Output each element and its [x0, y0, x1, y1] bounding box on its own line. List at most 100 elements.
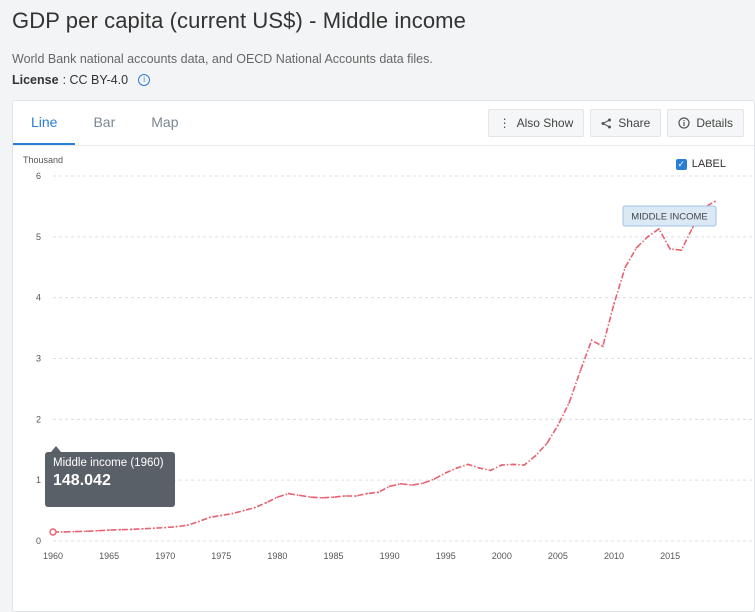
- data-point: [467, 463, 470, 466]
- series-label-box: [622, 205, 717, 227]
- data-point: [399, 482, 402, 485]
- data-point: [175, 525, 178, 528]
- share-button[interactable]: Share: [590, 109, 662, 137]
- data-point: [164, 526, 167, 529]
- license-value: : CC BY-4.0: [62, 73, 129, 87]
- series-line-middle-income: [52, 200, 716, 533]
- data-point: [714, 200, 716, 203]
- data-point: [74, 530, 77, 533]
- tab-line[interactable]: Line: [13, 101, 76, 145]
- data-point: [310, 496, 312, 499]
- tabs-divider: [13, 145, 754, 146]
- data-point: [321, 496, 324, 499]
- data-point: [63, 530, 66, 533]
- label-toggle[interactable]: ✓ LABEL: [675, 158, 726, 170]
- share-label: Share: [618, 116, 651, 130]
- data-point: [343, 495, 346, 497]
- data-point: [242, 509, 245, 512]
- also-show-button[interactable]: ⋮ Also Show: [487, 109, 585, 137]
- label-toggle-text: LABEL: [691, 158, 726, 170]
- data-point: [287, 492, 290, 495]
- view-tabs: Line Bar Map: [13, 101, 197, 145]
- y-axis-unit-label: Thousand: [23, 155, 63, 165]
- data-point: [422, 482, 425, 485]
- data-point: [96, 529, 99, 532]
- also-show-label: Also Show: [516, 116, 574, 130]
- tooltip-value: 148.042: [53, 472, 111, 489]
- x-tick-label: 1960: [43, 551, 63, 561]
- tooltip-series: Middle income (1960): [53, 457, 164, 469]
- data-point: [680, 249, 683, 252]
- data-point: [590, 339, 593, 342]
- x-tick-label: 2015: [660, 551, 680, 561]
- data-point: [624, 266, 627, 269]
- x-tick-label: 1985: [323, 551, 343, 561]
- y-tick-label: 2: [36, 414, 41, 424]
- data-point: [411, 484, 413, 486]
- info-icon[interactable]: i: [138, 74, 151, 86]
- line-chart: Thousand 0 1 2 3 4 5 6 1960 1965 1970 1975 1980 1985 1…: [23, 155, 754, 561]
- data-point: [377, 491, 380, 494]
- details-button[interactable]: Details: [667, 109, 744, 137]
- data-point: [231, 512, 234, 515]
- checkbox-checked-icon[interactable]: ✓: [675, 158, 687, 170]
- x-tick-label: 1970: [155, 551, 175, 561]
- data-point: [444, 471, 447, 474]
- data-point: [130, 528, 133, 531]
- x-tick-label: 1965: [99, 551, 119, 561]
- data-point: [478, 467, 481, 469]
- data-point: [276, 496, 279, 499]
- x-tick-label: 1980: [267, 551, 287, 561]
- license-line: License : CC BY-4.0 i: [12, 73, 151, 87]
- chart-panel: Line Bar Map ⋮ Also Show Share Details ✓…: [12, 100, 755, 612]
- data-point: [254, 506, 256, 509]
- data-point: [197, 520, 200, 523]
- data-point: [534, 454, 537, 457]
- data-point: [635, 246, 638, 249]
- y-tick-label: 1: [36, 475, 41, 485]
- y-tick-label: 3: [36, 354, 41, 364]
- x-tick-label: 1995: [436, 551, 456, 561]
- data-point: [186, 524, 189, 527]
- x-tick-label: 2010: [604, 551, 624, 561]
- tab-map[interactable]: Map: [151, 114, 179, 130]
- x-tick-label: 1975: [211, 551, 231, 561]
- vertical-dots-icon: ⋮: [498, 116, 511, 130]
- tab-bar[interactable]: Bar: [93, 114, 116, 130]
- data-point: [601, 345, 604, 348]
- data-point: [669, 248, 672, 250]
- data-point: [545, 442, 548, 445]
- data-point: [388, 485, 391, 488]
- y-tick-label: 6: [36, 171, 41, 181]
- data-point: [153, 527, 155, 530]
- data-point: [579, 369, 582, 372]
- highlighted-point: [49, 528, 57, 536]
- data-point: [646, 235, 649, 238]
- data-point: [265, 501, 268, 504]
- series-label-text: MIDDLE INCOME: [631, 212, 708, 223]
- data-point: [500, 464, 503, 466]
- page-title: GDP per capita (current US$) - Middle in…: [12, 8, 466, 33]
- data-point: [657, 228, 660, 230]
- data-point: [332, 496, 335, 499]
- data-point: [355, 495, 357, 497]
- chart-actions: ⋮ Also Show Share Details: [487, 109, 744, 137]
- share-icon: [601, 118, 612, 128]
- y-tick-label: 5: [36, 232, 41, 242]
- data-point: [85, 530, 88, 533]
- source-note: World Bank national accounts data, and O…: [12, 52, 433, 66]
- data-point: [298, 494, 301, 497]
- data-point: [220, 514, 223, 517]
- data-point: [141, 527, 144, 530]
- data-tooltip: Middle income (1960) 148.042: [45, 446, 175, 507]
- x-tick-label: 1990: [380, 551, 400, 561]
- data-point: [433, 478, 436, 480]
- license-label: License: [12, 73, 59, 87]
- data-point: [691, 226, 694, 229]
- data-point: [523, 464, 526, 466]
- data-point: [456, 467, 458, 469]
- data-point: [119, 528, 122, 531]
- y-tick-label: 4: [36, 293, 41, 303]
- x-tick-label: 2000: [492, 551, 512, 561]
- data-point: [557, 424, 559, 427]
